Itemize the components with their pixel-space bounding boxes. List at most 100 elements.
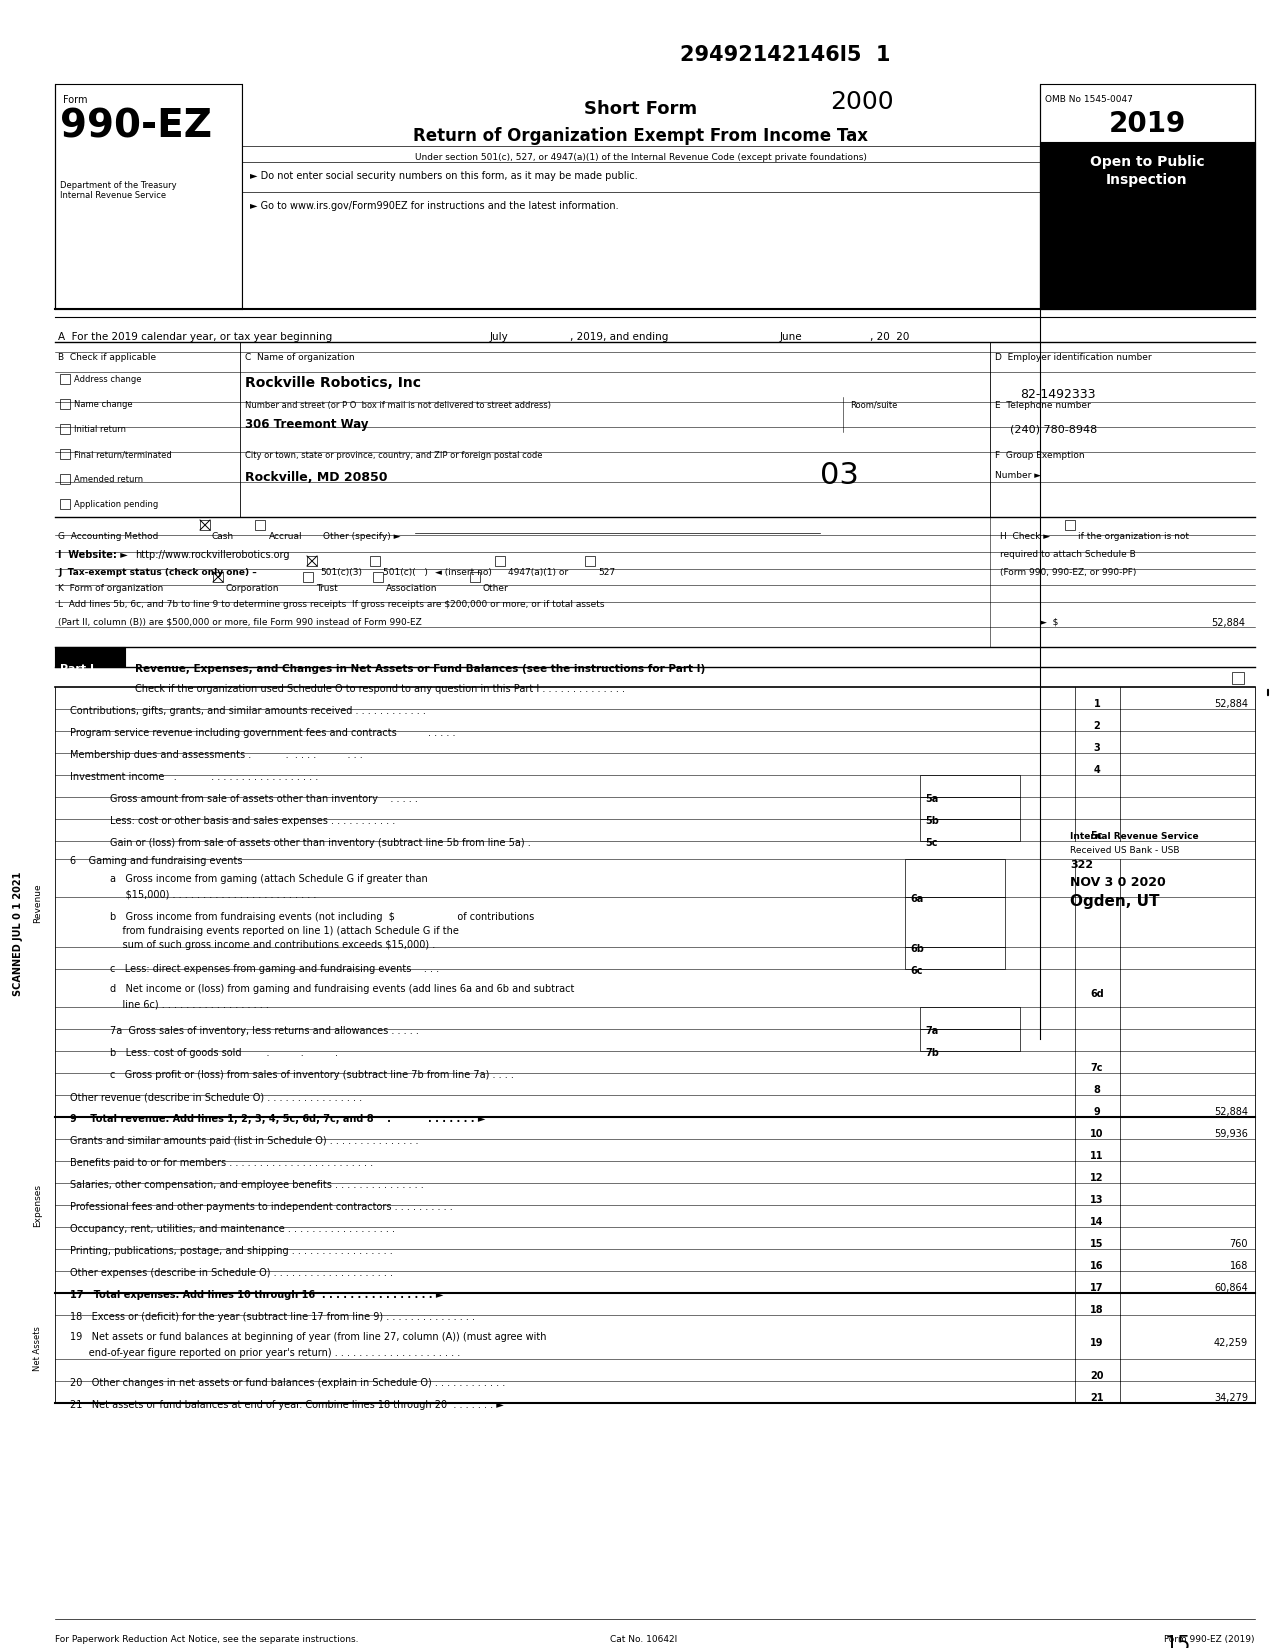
Text: OMB No 1545-0047: OMB No 1545-0047 xyxy=(1045,96,1133,104)
Text: Occupancy, rent, utilities, and maintenance . . . . . . . . . . . . . . . . . .: Occupancy, rent, utilities, and maintena… xyxy=(70,1223,395,1233)
Text: Part I: Part I xyxy=(61,664,94,674)
Text: Inspection: Inspection xyxy=(1106,173,1188,186)
Bar xyxy=(61,374,70,384)
Bar xyxy=(1065,521,1075,531)
Text: 21: 21 xyxy=(1090,1393,1104,1402)
Bar xyxy=(905,948,1005,969)
Bar xyxy=(905,898,1005,948)
Text: 501(c)(   ): 501(c)( ) xyxy=(383,567,428,577)
Text: Gross amount from sale of assets other than inventory    . . . . .: Gross amount from sale of assets other t… xyxy=(109,794,417,804)
Text: a   Gross income from gaming (attach Schedule G if greater than: a Gross income from gaming (attach Sched… xyxy=(109,873,428,883)
Text: , 20  20: , 20 20 xyxy=(869,331,909,341)
Text: 17   Total expenses. Add lines 10 through 16  . . . . . . . . . . . . . . . . ►: 17 Total expenses. Add lines 10 through … xyxy=(70,1289,443,1299)
Text: Revenue, Expenses, and Changes in Net Assets or Fund Balances (see the instructi: Revenue, Expenses, and Changes in Net As… xyxy=(135,664,706,674)
Text: Form: Form xyxy=(63,96,88,105)
Bar xyxy=(61,450,70,460)
Bar xyxy=(585,557,595,567)
Text: Amended return: Amended return xyxy=(73,475,143,485)
Bar xyxy=(1039,86,1255,310)
Text: 9: 9 xyxy=(1094,1106,1100,1116)
Text: 4947(a)(1) or: 4947(a)(1) or xyxy=(507,567,568,577)
Bar xyxy=(920,819,1020,842)
Text: 9    Total revenue. Add lines 1, 2, 3, 4, 5c, 6d, 7c, and 8    .           . . .: 9 Total revenue. Add lines 1, 2, 3, 4, 5… xyxy=(70,1114,486,1124)
Text: 306 Treemont Way: 306 Treemont Way xyxy=(245,417,368,430)
Text: c   Less: direct expenses from gaming and fundraising events    . . .: c Less: direct expenses from gaming and … xyxy=(109,964,439,974)
Text: 14: 14 xyxy=(1090,1216,1104,1226)
Text: http://www.rockvillerobotics.org: http://www.rockvillerobotics.org xyxy=(135,550,290,560)
Bar xyxy=(213,572,223,583)
Text: 1: 1 xyxy=(1094,699,1100,709)
Text: D  Employer identification number: D Employer identification number xyxy=(996,353,1151,363)
Bar xyxy=(920,1007,1020,1030)
Bar xyxy=(1075,1183,1121,1205)
Text: 16: 16 xyxy=(1090,1261,1104,1271)
Bar xyxy=(1075,1139,1121,1162)
Text: d   Net income or (loss) from gaming and fundraising events (add lines 6a and 6b: d Net income or (loss) from gaming and f… xyxy=(109,984,574,994)
Text: Grants and similar amounts paid (list in Schedule O) . . . . . . . . . . . . . .: Grants and similar amounts paid (list in… xyxy=(70,1135,419,1145)
Bar xyxy=(255,521,265,531)
Text: 42,259: 42,259 xyxy=(1213,1337,1248,1346)
Text: L  Add lines 5b, 6c, and 7b to line 9 to determine gross receipts  If gross rece: L Add lines 5b, 6c, and 7b to line 9 to … xyxy=(58,600,604,608)
Text: Cash: Cash xyxy=(213,532,234,541)
Text: Contributions, gifts, grants, and similar amounts received . . . . . . . . . . .: Contributions, gifts, grants, and simila… xyxy=(70,705,426,715)
Text: G  Accounting Method: G Accounting Method xyxy=(58,532,158,541)
Bar xyxy=(470,572,480,583)
Text: (Part II, column (B)) are $500,000 or more, file Form 990 instead of Form 990-EZ: (Part II, column (B)) are $500,000 or mo… xyxy=(58,618,421,626)
Text: 34,279: 34,279 xyxy=(1215,1393,1248,1402)
Text: Short Form: Short Form xyxy=(585,101,698,119)
Bar xyxy=(1075,1381,1121,1402)
Text: Rockville, MD 20850: Rockville, MD 20850 xyxy=(245,471,388,485)
Text: Open to Public: Open to Public xyxy=(1090,155,1204,168)
Text: 6d: 6d xyxy=(1090,989,1104,999)
Bar xyxy=(55,86,242,310)
Text: A  For the 2019 calendar year, or tax year beginning: A For the 2019 calendar year, or tax yea… xyxy=(58,331,332,341)
Text: Trust: Trust xyxy=(316,583,337,593)
Bar xyxy=(920,798,1020,819)
Text: 2000: 2000 xyxy=(829,91,894,114)
Bar xyxy=(370,557,380,567)
Text: Net Assets: Net Assets xyxy=(33,1325,43,1371)
Text: 18   Excess or (deficit) for the year (subtract line 17 from line 9) . . . . . .: 18 Excess or (deficit) for the year (sub… xyxy=(70,1312,475,1322)
Text: ►  $: ► $ xyxy=(1039,618,1059,626)
Bar xyxy=(1075,687,1121,710)
Bar xyxy=(495,557,505,567)
Text: E  Telephone number: E Telephone number xyxy=(996,400,1091,410)
Text: Number ►: Number ► xyxy=(996,471,1041,480)
Bar xyxy=(1075,710,1121,732)
Text: 10: 10 xyxy=(1090,1129,1104,1139)
Text: (240) 780-8948: (240) 780-8948 xyxy=(1010,425,1097,435)
Text: 3: 3 xyxy=(1094,743,1100,753)
Text: 17: 17 xyxy=(1090,1282,1104,1292)
Bar xyxy=(1075,1096,1121,1117)
Text: 7a: 7a xyxy=(925,1025,938,1035)
Text: line 6c) . . . . . . . . . . . . . . . . . .: line 6c) . . . . . . . . . . . . . . . .… xyxy=(109,999,269,1009)
Text: 4: 4 xyxy=(1094,765,1100,775)
Text: J  Tax-exempt status (check only one) –: J Tax-exempt status (check only one) – xyxy=(58,567,256,577)
Bar xyxy=(200,521,210,531)
Text: end-of-year figure reported on prior year's return) . . . . . . . . . . . . . . : end-of-year figure reported on prior yea… xyxy=(70,1346,460,1358)
Bar xyxy=(55,648,125,667)
Text: required to attach Schedule B: required to attach Schedule B xyxy=(999,550,1136,559)
Text: 5a: 5a xyxy=(925,794,938,804)
Text: 5c: 5c xyxy=(1091,831,1104,840)
Text: 5b: 5b xyxy=(925,816,939,826)
Text: For Paperwork Reduction Act Notice, see the separate instructions.: For Paperwork Reduction Act Notice, see … xyxy=(55,1635,358,1643)
Text: 7b: 7b xyxy=(925,1048,939,1058)
Bar xyxy=(61,425,70,435)
Text: Benefits paid to or for members . . . . . . . . . . . . . . . . . . . . . . . .: Benefits paid to or for members . . . . … xyxy=(70,1157,374,1167)
Bar xyxy=(1039,143,1255,310)
Text: Rockville Robotics, Inc: Rockville Robotics, Inc xyxy=(245,376,421,391)
Text: Revenue: Revenue xyxy=(33,883,43,923)
Text: Gain or (loss) from sale of assets other than inventory (subtract line 5b from l: Gain or (loss) from sale of assets other… xyxy=(109,837,531,847)
Text: 2: 2 xyxy=(1094,720,1100,730)
Text: 2019: 2019 xyxy=(1109,110,1186,138)
Text: Form 990-EZ (2019): Form 990-EZ (2019) xyxy=(1164,1635,1255,1643)
Text: Expenses: Expenses xyxy=(33,1183,43,1226)
Text: 19: 19 xyxy=(1090,1337,1104,1346)
Text: Under section 501(c), 527, or 4947(a)(1) of the Internal Revenue Code (except pr: Under section 501(c), 527, or 4947(a)(1)… xyxy=(415,153,867,162)
Text: 7a  Gross sales of inventory, less returns and allowances . . . . .: 7a Gross sales of inventory, less return… xyxy=(109,1025,419,1035)
Bar xyxy=(242,86,1039,310)
Text: 52,884: 52,884 xyxy=(1215,699,1248,709)
Text: July: July xyxy=(489,331,509,341)
Text: Accrual: Accrual xyxy=(269,532,303,541)
